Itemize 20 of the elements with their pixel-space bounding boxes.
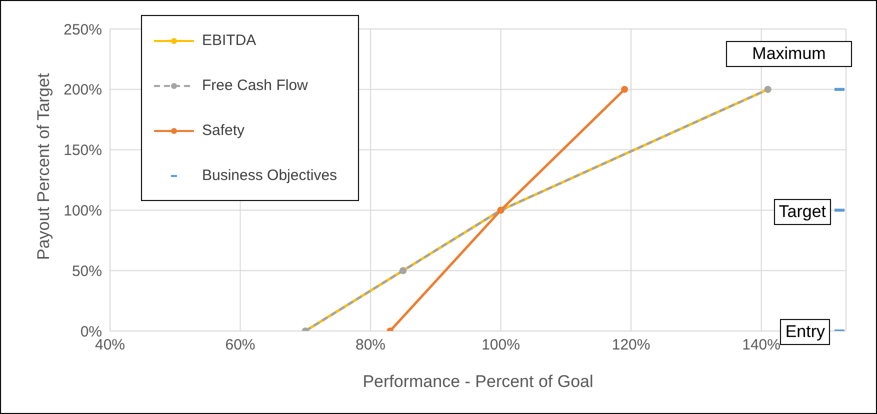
x-tick-label: 80% [356, 336, 386, 354]
point [621, 86, 628, 93]
legend-label: Business Objectives [202, 167, 338, 184]
x-tick-label: 120% [612, 336, 650, 354]
x-tick-label: 60% [225, 336, 256, 354]
annotation: Maximum [726, 41, 852, 67]
x-tick-label: 140% [742, 336, 781, 354]
y-tick-label: 250% [64, 21, 102, 38]
y-tick-label: 200% [64, 82, 102, 99]
legend-label: Safety [202, 122, 245, 139]
x-tick-label: 100% [482, 336, 520, 354]
y-tick-label: 150% [64, 142, 102, 160]
annotation: Entry [780, 319, 830, 345]
y-tick-label: 50% [72, 262, 102, 280]
legend-label: EBITDA [202, 32, 256, 49]
x-axis-title: Performance - Percent of Goal [362, 372, 594, 391]
y-tick-label: 100% [64, 202, 102, 220]
y-axis-title: Payout Percent of Target [34, 72, 54, 260]
legend-label: Free Cash Flow [202, 77, 308, 94]
annotation: Target [774, 199, 831, 225]
